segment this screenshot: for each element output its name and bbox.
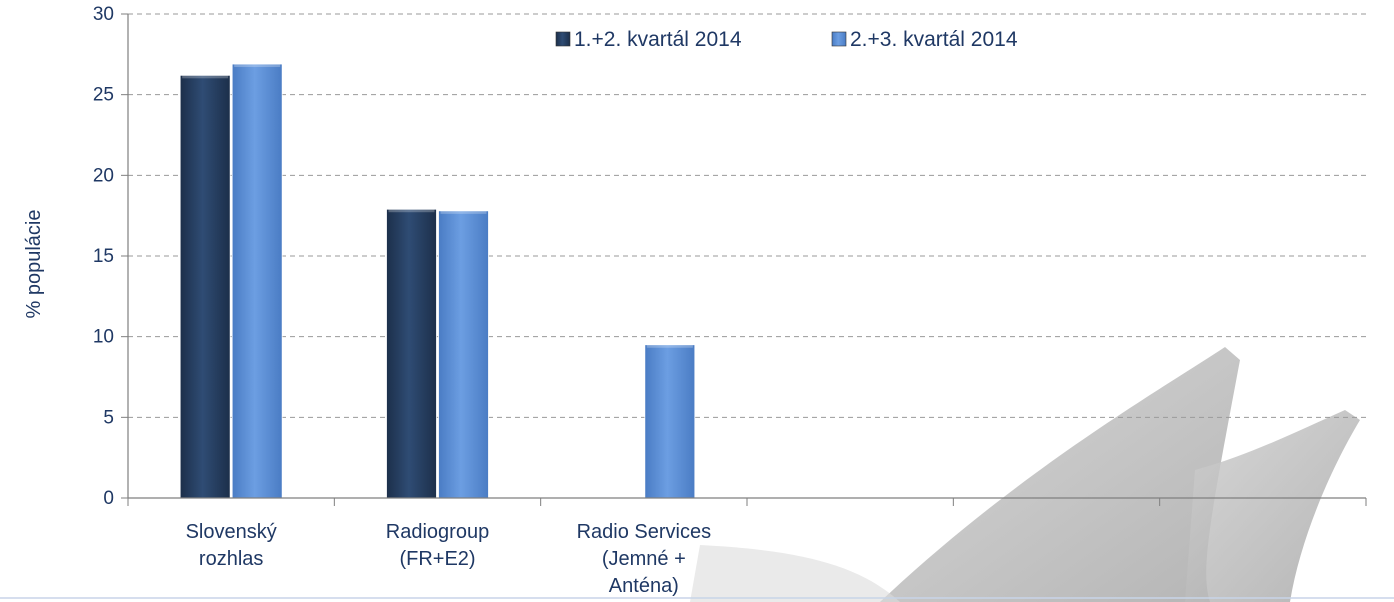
legend-label-2: 2.+3. kvartál 2014 — [850, 28, 1018, 51]
x-category-label: (Jemné + — [602, 548, 686, 570]
legend-label-1: 1.+2. kvartál 2014 — [574, 28, 742, 51]
bar-highlight — [388, 209, 435, 213]
bar-series-1-cat-1 — [179, 74, 231, 499]
bar-highlight — [440, 210, 487, 214]
legend-swatch-2 — [831, 31, 847, 47]
y-tick-label: 15 — [93, 246, 114, 267]
bar-series-2-cat-1 — [231, 63, 283, 499]
x-category-label: Slovenský — [186, 521, 277, 543]
decorative-swoosh — [690, 347, 1360, 602]
legend-swatch-1 — [555, 31, 571, 47]
x-category-label: rozhlas — [199, 548, 263, 570]
bar-highlight — [182, 75, 229, 79]
y-tick-label: 5 — [103, 407, 114, 428]
y-tick-label: 25 — [93, 85, 114, 106]
bar-series-2-cat-2 — [438, 210, 489, 499]
bar-series-1-cat-2 — [386, 208, 437, 499]
gridlines — [128, 13, 1366, 418]
y-tick-label: 30 — [93, 4, 114, 25]
x-category-label: Anténa) — [609, 575, 679, 597]
legend: 1.+2. kvartál 2014 2.+3. kvartál 2014 — [555, 28, 1018, 51]
axes: 0 5 10 15 20 25 30 Slovenský rozhlas Radiogroup (F… — [23, 4, 1367, 597]
y-tick-label: 0 — [103, 488, 114, 509]
bars — [179, 63, 696, 499]
x-category-label: Radio Services — [577, 521, 712, 543]
y-tick-label: 10 — [93, 327, 114, 348]
x-category-label: (FR+E2) — [399, 548, 475, 570]
bar-series-2-cat-3 — [644, 344, 696, 499]
x-category-label: Radiogroup — [386, 521, 489, 543]
bar-highlight — [646, 344, 693, 348]
y-tick-label: 20 — [93, 165, 114, 186]
bar-highlight — [234, 64, 281, 68]
y-axis-title: % populácie — [23, 210, 45, 319]
